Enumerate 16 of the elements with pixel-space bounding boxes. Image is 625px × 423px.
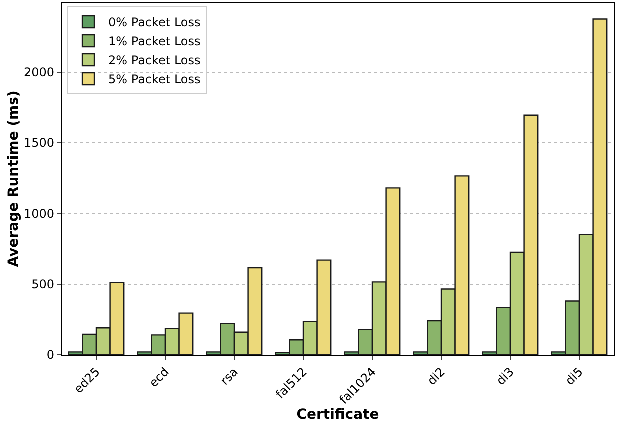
legend-label: 2% Packet Loss: [108, 54, 201, 68]
x-tick-label: di5: [562, 364, 586, 388]
y-tick-label: 500: [32, 278, 54, 292]
legend-label: 0% Packet Loss: [108, 16, 201, 30]
x-tick-label: di3: [494, 364, 517, 388]
y-axis-title: Average Runtime (ms): [6, 90, 22, 268]
y-tick-label: 0: [46, 348, 54, 362]
y-tick-label: 1000: [24, 206, 54, 221]
x-tick-label: di2: [424, 364, 448, 388]
y-tick-label: 2000: [24, 65, 54, 80]
legend-label: 5% Packet Loss: [108, 72, 201, 87]
y-tick-label: 1500: [24, 136, 54, 150]
x-axis-title: Certificate: [296, 407, 380, 423]
x-tick-label: rsa: [218, 364, 241, 388]
x-tick-label: ecd: [146, 364, 172, 390]
legend-label: 1% Packet Loss: [108, 34, 201, 49]
